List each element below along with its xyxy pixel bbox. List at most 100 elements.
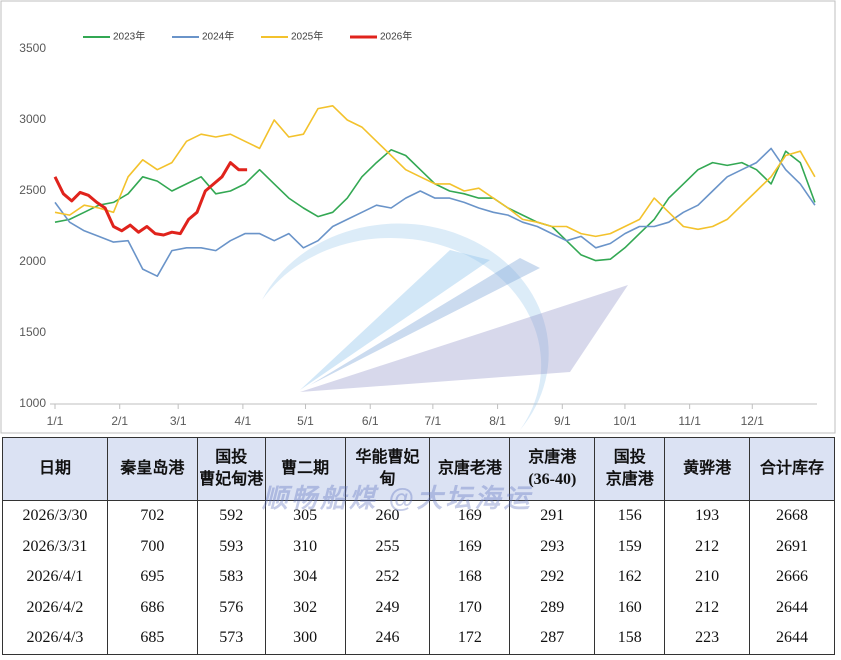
x-tick-label: 8/1	[489, 414, 506, 428]
table-cell: 158	[594, 623, 666, 655]
table-cell: 246	[344, 623, 431, 655]
table-cell: 583	[196, 562, 266, 593]
y-tick-label: 3500	[19, 41, 46, 55]
table-cell: 2026/3/30	[2, 500, 108, 532]
header-cell: 合计库存	[749, 437, 835, 501]
x-tick-label: 10/1	[613, 414, 637, 428]
x-tick-label: 1/1	[47, 414, 64, 428]
table-cell: 300	[264, 623, 346, 655]
header-text: 甸	[379, 471, 396, 488]
header-cell: 京唐港 (36-40)	[509, 437, 596, 501]
x-tick-label: 5/1	[297, 414, 314, 428]
header-text: 国投	[613, 449, 646, 466]
header-text: 曹妃甸港	[199, 471, 264, 488]
series-line	[54, 147, 816, 277]
table-body: 2026/3/30 702 592 305 260 169 291 156 193 2668 202…	[2, 500, 835, 655]
table-row: 2026/3/30 702 592 305 260 169 291 156 193 2668	[2, 500, 835, 532]
data-table: 日期 秦皇岛港 国投 曹妃甸港 曹二期 华能曹妃甸京唐老港 京唐港 (36-40) 国投 京唐港黄…	[2, 437, 835, 655]
legend-label: 2024年	[202, 30, 234, 43]
table-row: 2026/4/2 686 576 302 249 170 289 160 212 2644	[2, 592, 835, 623]
y-tick-label: 2500	[19, 183, 46, 197]
table-cell: 2644	[749, 592, 835, 623]
y-tick-label: 2000	[19, 254, 46, 268]
table-cell: 302	[264, 592, 346, 623]
table-cell: 210	[664, 562, 751, 593]
table-cell: 169	[429, 531, 511, 562]
header-text: 京唐港	[605, 471, 654, 488]
table-cell: 573	[196, 623, 266, 655]
table-cell: 249	[344, 592, 431, 623]
x-tick-label: 12/1	[741, 414, 765, 428]
header-text: 日期	[38, 460, 71, 477]
table-cell: 289	[509, 592, 596, 623]
table-cell: 2668	[749, 500, 835, 532]
table-cell: 2666	[749, 562, 835, 593]
legend-label: 2023年	[113, 30, 145, 43]
table-cell: 255	[344, 531, 431, 562]
table-cell: 305	[264, 500, 346, 532]
series-line	[53, 161, 248, 237]
x-tick-label: 3/1	[170, 414, 187, 428]
header-cell: 国投 京唐港	[594, 437, 666, 501]
table-cell: 212	[664, 531, 751, 562]
table-row: 2026/4/1 695 583 304 252 168 292 162 210 2666	[2, 562, 835, 593]
table-row: 2026/3/31 700 593 310 255 169 293 159 212 2691	[2, 531, 835, 562]
header-text: 国投	[215, 449, 248, 466]
x-tick-label: 6/1	[362, 414, 379, 428]
table-cell: 172	[429, 623, 511, 655]
table-cell: 193	[664, 500, 751, 532]
table-cell: 702	[106, 500, 198, 532]
header-cell: 京唐老港	[429, 437, 511, 501]
table-cell: 576	[196, 592, 266, 623]
table-cell: 685	[106, 623, 198, 655]
table-cell: 169	[429, 500, 511, 532]
table-cell: 159	[594, 531, 666, 562]
header-text: 华能曹妃	[355, 449, 420, 466]
table-cell: 292	[509, 562, 596, 593]
table-cell: 223	[664, 623, 751, 655]
x-tick-label: 9/1	[554, 414, 571, 428]
table-cell: 2026/4/3	[2, 623, 108, 655]
table-cell: 2026/3/31	[2, 531, 108, 562]
table-cell: 686	[106, 592, 198, 623]
table-cell: 2691	[749, 531, 835, 562]
chart: 1000 1500 2000 2500 3000 3500 1/1 2/1 3/1 4/1 5/1 6…	[0, 0, 836, 434]
header-cell: 秦皇岛港	[106, 437, 198, 501]
header-cell: 黄骅港	[664, 437, 751, 501]
header-text: 曹二期	[281, 460, 330, 477]
x-tick-label: 7/1	[425, 414, 442, 428]
table-cell: 304	[264, 562, 346, 593]
table-cell: 592	[196, 500, 266, 532]
table-cell: 700	[106, 531, 198, 562]
table-cell: 2644	[749, 623, 835, 655]
table-cell: 156	[594, 500, 666, 532]
header-text: 秦皇岛港	[120, 460, 185, 477]
header-cell: 曹二期	[264, 437, 346, 501]
x-tick-label: 2/1	[111, 414, 128, 428]
table-cell: 2026/4/1	[2, 562, 108, 593]
table-cell: 287	[509, 623, 596, 655]
y-tick-label: 3000	[19, 112, 46, 126]
table-cell: 291	[509, 500, 596, 532]
table-cell: 260	[344, 500, 431, 532]
header-text: 京唐港	[528, 449, 577, 466]
table-cell: 170	[429, 592, 511, 623]
table-cell: 168	[429, 562, 511, 593]
header-text: 京唐老港	[437, 460, 502, 477]
table-cell: 593	[196, 531, 266, 562]
legend-label: 2026年	[380, 30, 412, 43]
table-cell: 293	[509, 531, 596, 562]
x-tick-label: 11/1	[678, 414, 701, 428]
series-line	[54, 105, 816, 238]
header-text: (36-40)	[528, 471, 577, 488]
table-cell: 212	[664, 592, 751, 623]
table-cell: 160	[594, 592, 666, 623]
table-cell: 252	[344, 562, 431, 593]
table-cell: 2026/4/2	[2, 592, 108, 623]
y-tick-label: 1000	[19, 396, 46, 410]
table-cell: 310	[264, 531, 346, 562]
table-cell: 695	[106, 562, 198, 593]
header-cell: 国投 曹妃甸港	[196, 437, 266, 501]
x-tick-label: 4/1	[235, 414, 252, 428]
header-cell: 华能曹妃甸	[344, 437, 431, 501]
